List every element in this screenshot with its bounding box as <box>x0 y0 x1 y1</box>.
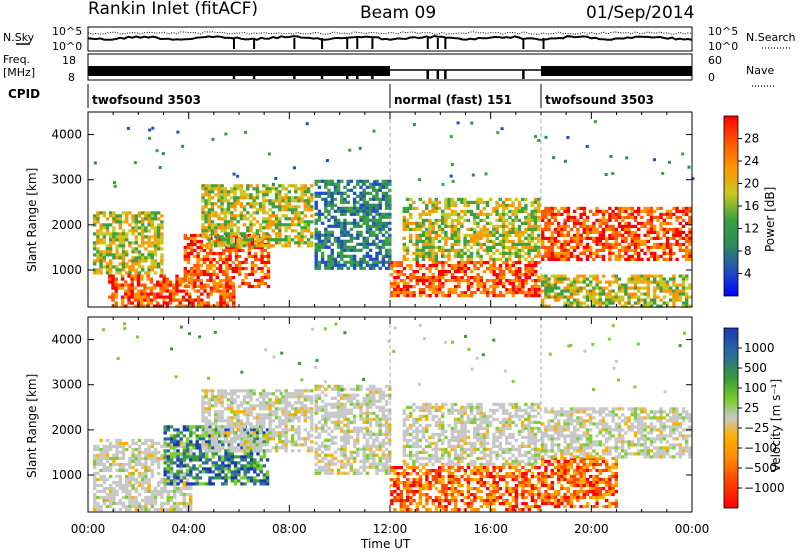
y-tick-label: 4000 <box>51 128 82 142</box>
y-tick-label: 1000 <box>51 263 82 277</box>
nsearch-top-tick: 10^5 <box>708 25 738 38</box>
x-tick-label: 20:00 <box>574 522 609 536</box>
y-tick-label: 4000 <box>51 333 82 347</box>
power-colorbar-label: Power [dB] <box>763 187 777 252</box>
x-tick-label: 12:00 <box>373 522 408 536</box>
x-tick-label: 00:00 <box>71 522 106 536</box>
colorbar-tick-label: −25 <box>744 421 769 435</box>
colorbar-tick-label: 100 <box>744 381 767 395</box>
freq-strip <box>87 53 693 81</box>
nsearch-bottom-tick: 10^0 <box>708 40 738 53</box>
colorbar-tick-label: 4 <box>744 267 752 281</box>
colorbar-tick-label: 500 <box>744 361 767 375</box>
velocity-colorbar-label: Velocity [m s⁻¹] <box>769 379 783 472</box>
radar-title: Rankin Inlet (fitACF) <box>88 0 258 19</box>
velocity-ylabel: Slant Range [km] <box>25 374 39 478</box>
colorbar-tick-label: 16 <box>744 199 759 213</box>
velocity-panel: 1000 2000 3000 4000 <box>51 316 693 513</box>
power-panel: 1000 2000 3000 4000 <box>51 111 695 308</box>
x-tick-label: 00:00 <box>675 522 710 536</box>
freq-top-tick: 18 <box>62 54 76 67</box>
cpid-segment-label: normal (fast) 151 <box>394 93 512 107</box>
beam-label: Beam 09 <box>360 3 436 23</box>
nsky-trace <box>87 31 693 49</box>
colorbar-tick-label: 25 <box>744 401 759 415</box>
power-colorbar-ticks: 4 8 12 16 20 24 28 <box>738 132 759 281</box>
nsky-bottom-tick: 10^0 <box>52 40 82 53</box>
cpid-segment-label: twofsound 3503 <box>545 93 654 107</box>
colorbar-tick-label: 1000 <box>744 341 775 355</box>
x-tick-label: 08:00 <box>272 522 307 536</box>
y-tick-label: 1000 <box>51 468 82 482</box>
x-tick-label: 16:00 <box>473 522 508 536</box>
nave-top-tick: 60 <box>708 54 722 67</box>
y-tick-label: 2000 <box>51 218 82 232</box>
freq-trace <box>88 66 692 79</box>
power-colorbar: 4 8 12 16 20 24 28 <box>723 115 759 297</box>
colorbar-tick-label: 20 <box>744 177 759 191</box>
x-tick-labels: 00:00 04:00 08:00 12:00 16:00 20:00 00:00 <box>71 522 710 536</box>
velocity-axes: 1000 2000 3000 4000 <box>51 317 693 512</box>
colorbar-tick-label: 24 <box>744 154 759 168</box>
nsky-strip <box>87 26 693 52</box>
nave-label: Nave <box>746 64 774 77</box>
colorbar-tick-label: 8 <box>744 244 752 258</box>
velocity-colorbar-ticks: 1000 500 100 25 −25 −100 −500 −1000 <box>738 341 785 495</box>
nsky-label: N.Sky <box>3 31 35 44</box>
velocity-data <box>93 322 692 512</box>
x-axis-label: Time UT <box>360 537 411 551</box>
cpid-label: CPID <box>8 87 40 101</box>
y-tick-label: 3000 <box>51 378 82 392</box>
colorbar-tick-label: −500 <box>744 461 777 475</box>
colorbar-tick-label: −1000 <box>744 481 785 495</box>
velocity-colorbar: 1000 500 100 25 −25 −100 −500 −1000 <box>723 327 785 509</box>
cpid-row: twofsound 3503 normal (fast) 151 twofsound… <box>87 84 654 108</box>
power-data <box>93 120 695 308</box>
nsearch-label: N.Search <box>746 31 796 44</box>
nsky-top-tick: 10^5 <box>52 25 82 38</box>
colorbar-tick-label: −100 <box>744 441 777 455</box>
colorbar-tick-label: 28 <box>744 132 759 146</box>
freq-unit: [MHz] <box>3 66 35 79</box>
x-tick-label: 04:00 <box>171 522 206 536</box>
date-label: 01/Sep/2014 <box>586 3 694 23</box>
y-tick-label: 3000 <box>51 173 82 187</box>
colorbar-tick-label: 12 <box>744 222 759 236</box>
freq-label: Freq. <box>3 53 30 66</box>
power-axes: 1000 2000 3000 4000 <box>51 112 693 307</box>
nave-bottom-tick: 0 <box>708 71 715 84</box>
power-ylabel: Slant Range [km] <box>25 168 39 272</box>
cpid-segment-label: twofsound 3503 <box>92 93 201 107</box>
freq-bottom-tick: 8 <box>68 71 75 84</box>
y-tick-label: 2000 <box>51 423 82 437</box>
